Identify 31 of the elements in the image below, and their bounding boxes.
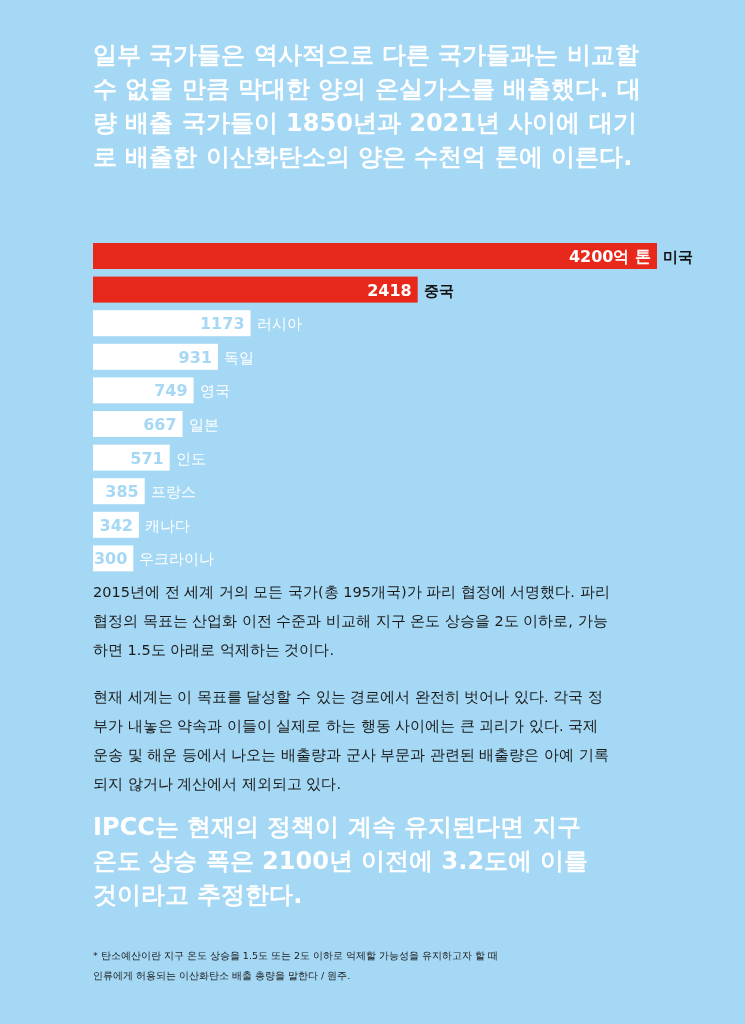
data-label: 4200억 톤	[568, 247, 651, 266]
bar	[93, 444, 170, 471]
data-label: 931	[178, 347, 213, 367]
text: IPCC는 현재의 정책이 계속 유지된다면 지구 온도 상승 폭은 2100년 이전에 3.2도에 이를 것이라고 추정한다.	[93, 812, 590, 911]
y-tick-label: 독일	[224, 348, 255, 367]
data-label: 749	[154, 381, 188, 401]
bar	[93, 310, 251, 337]
text: 2015년에 전 세계 거의 모든 국가(총 195개국)가 파리 협정에 서명했다. 파리 협정의 목표는 산업화 이전 수준과 비교해 지구 온도 상승을 2도 이하로, 가능하면 1.5도 아래로 억제하는 것이다.	[93, 583, 611, 660]
y-tick-label: 미국	[663, 248, 693, 266]
data-label: 1173	[199, 314, 245, 334]
y-tick-label: 캐나다	[144, 516, 190, 535]
bar	[93, 377, 194, 404]
y-tick-label: 영국	[199, 382, 230, 401]
y-tick-label: 우크라이나	[139, 550, 215, 569]
text: * 탄소예산이란 지구 온도 상승을 1.5도 또는 2도 이하로 억제할 가능성을 유지하고자 할 때 인류에게 허용되는 이산화탄소 배출 총량을 말한다 / 원주.	[93, 949, 500, 983]
y-tick-label: 중국	[423, 281, 454, 300]
bar	[93, 243, 657, 269]
y-tick-label: 인도	[175, 449, 206, 468]
data-label: 300	[93, 549, 128, 569]
data-label: 385	[105, 482, 139, 502]
data-label: 342	[99, 515, 133, 535]
y-tick-label: 프랑스	[150, 483, 196, 502]
y-tick-label: 일본	[188, 416, 219, 434]
data-label: 667	[143, 415, 177, 434]
y-tick-label: 러시아	[256, 315, 302, 334]
data-label: 2418	[367, 280, 412, 300]
text: 현재 세계는 이 목표를 달성할 수 있는 경로에서 완전히 벗어나 있다. 각국 정부가 내놓은 약속과 이들이 실제로 하는 행동 사이에는 큰 괴리가 있다. 국제 운송 및 해운 등에서 나오는 배출량과 군사 부문과 관련된 배출량은 아예 기록되지 않거나 계산에서 제외되고 있다.	[93, 688, 610, 794]
chart-title: 일부 국가들은 역사적으로 다른 국가들과는 비교할 수 없을 만큼 막대한 양의 온실가스를 배출했다. 대량 배출 국가들이 1850년과 2021년 사이에 대기로 배출한 이산화탄소의 양은 수천억 톤에 이른다.	[93, 40, 642, 173]
bar	[93, 276, 418, 303]
data-label: 571	[130, 448, 164, 468]
bar	[93, 343, 219, 370]
